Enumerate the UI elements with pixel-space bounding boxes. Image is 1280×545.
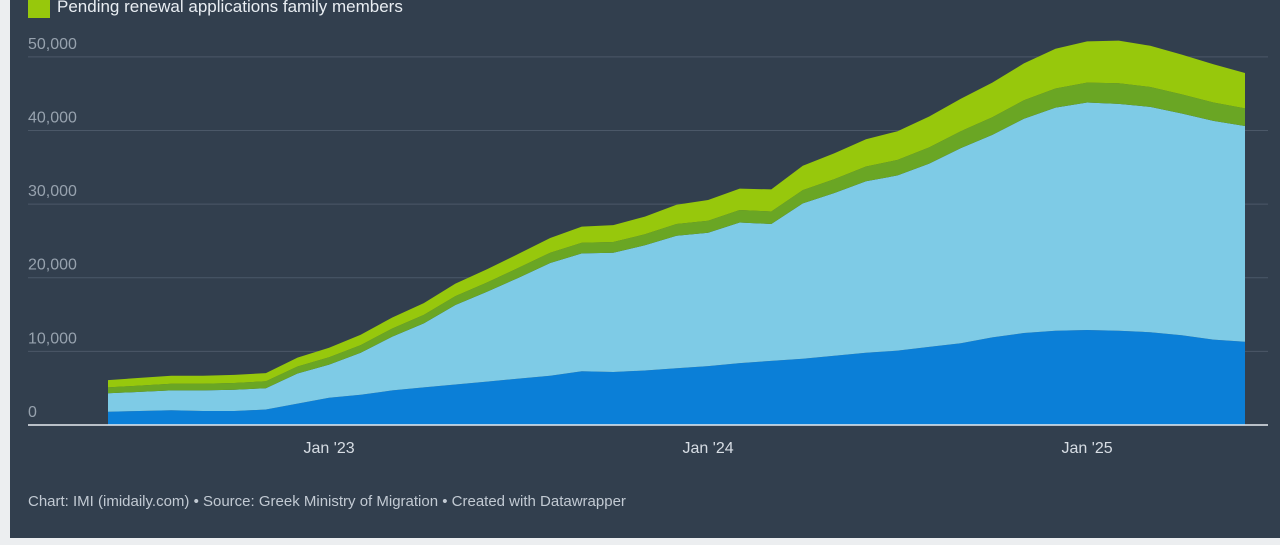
- area-chart: 0 10,000 20,000 30,000 40,000 50,000 Jan '23 Ja…: [28, 36, 1268, 457]
- chart-card: Pending renewal applications family memb…: [10, 0, 1280, 538]
- x-tick-label: Jan '25: [1062, 440, 1113, 457]
- y-tick-label: 20,000: [28, 257, 77, 274]
- x-tick-label: Jan '24: [683, 440, 734, 457]
- y-tick-label: 30,000: [28, 183, 77, 200]
- y-tick-label: 10,000: [28, 330, 77, 347]
- x-tick-label: Jan '23: [304, 440, 355, 457]
- legend-swatch: [28, 0, 50, 18]
- area-series-2: [108, 102, 1245, 412]
- area-series-1: [108, 330, 1245, 425]
- legend: Pending renewal applications family memb…: [28, 0, 403, 18]
- y-tick-label: 0: [28, 404, 37, 421]
- legend-label: Pending renewal applications family memb…: [57, 0, 403, 16]
- y-tick-label: 50,000: [28, 36, 77, 53]
- area-series-4: [108, 40, 1245, 388]
- y-tick-label: 40,000: [28, 109, 77, 126]
- chart-footer: Chart: IMI (imidaily.com) • Source: Gree…: [28, 493, 626, 510]
